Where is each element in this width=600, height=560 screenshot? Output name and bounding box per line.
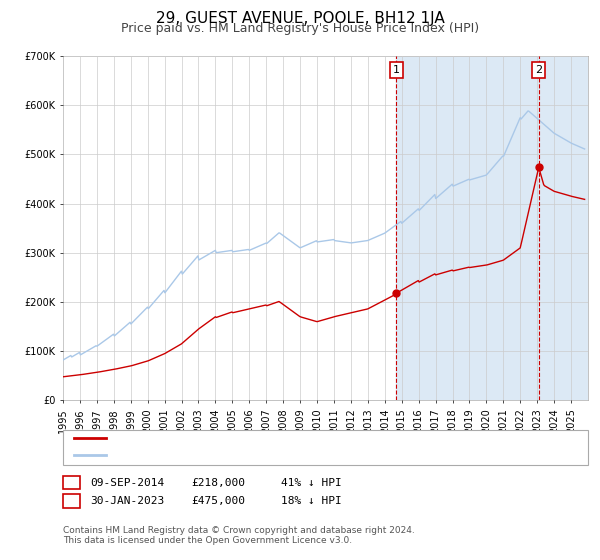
Text: HPI: Average price, detached house, Bournemouth Christchurch and Poole: HPI: Average price, detached house, Bour… xyxy=(112,450,527,460)
Text: 2: 2 xyxy=(68,496,75,506)
Text: 29, GUEST AVENUE, POOLE, BH12 1JA: 29, GUEST AVENUE, POOLE, BH12 1JA xyxy=(155,11,445,26)
Text: £218,000: £218,000 xyxy=(191,478,245,488)
Text: 1: 1 xyxy=(393,65,400,75)
Text: 30-JAN-2023: 30-JAN-2023 xyxy=(91,496,165,506)
Text: 09-SEP-2014: 09-SEP-2014 xyxy=(91,478,165,488)
Text: 18% ↓ HPI: 18% ↓ HPI xyxy=(281,496,341,506)
Text: 1: 1 xyxy=(68,478,75,488)
Text: 41% ↓ HPI: 41% ↓ HPI xyxy=(281,478,341,488)
Text: Price paid vs. HM Land Registry's House Price Index (HPI): Price paid vs. HM Land Registry's House … xyxy=(121,22,479,35)
Text: This data is licensed under the Open Government Licence v3.0.: This data is licensed under the Open Gov… xyxy=(63,536,352,545)
Text: 29, GUEST AVENUE, POOLE, BH12 1JA (detached house): 29, GUEST AVENUE, POOLE, BH12 1JA (detac… xyxy=(112,433,424,443)
Text: £475,000: £475,000 xyxy=(191,496,245,506)
Text: Contains HM Land Registry data © Crown copyright and database right 2024.: Contains HM Land Registry data © Crown c… xyxy=(63,526,415,535)
Text: 2: 2 xyxy=(535,65,542,75)
Bar xyxy=(397,56,588,400)
